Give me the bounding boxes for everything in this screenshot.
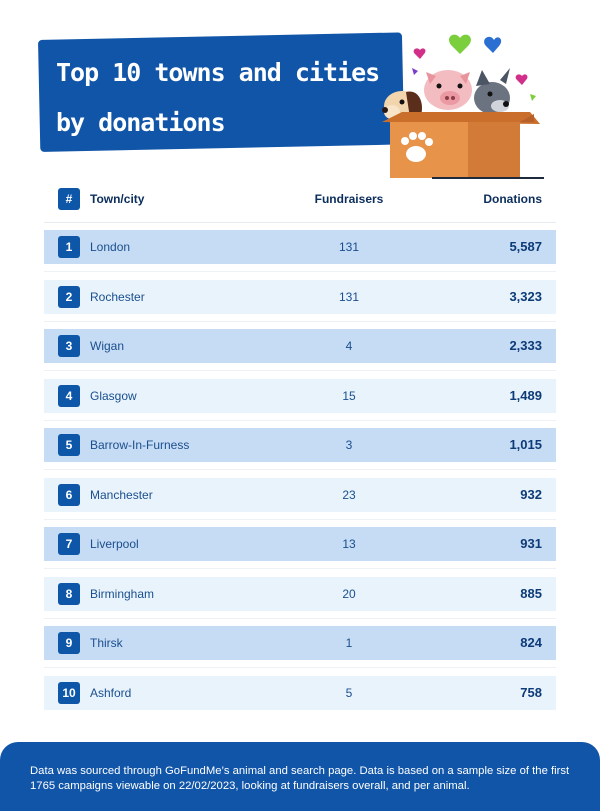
town-header: Town/city (90, 192, 145, 206)
fundraisers-count: 13 (342, 537, 356, 551)
town-name: Ashford (90, 686, 132, 700)
town-name: Thirsk (90, 636, 123, 650)
divider (44, 222, 556, 223)
row-divider (44, 271, 556, 272)
rank-badge: 7 (58, 533, 80, 555)
donations-value: 885 (520, 586, 542, 601)
rank-badge: 3 (58, 335, 80, 357)
table-row: 9 Thirsk 1 824 (44, 626, 556, 660)
footer: Data was sourced through GoFundMe’s anim… (0, 742, 600, 811)
donations-value: 1,489 (509, 388, 542, 403)
rank-badge: 8 (58, 583, 80, 605)
table-row: 2 Rochester 131 3,323 (44, 280, 556, 314)
heart-icon (515, 74, 528, 85)
row-divider (44, 420, 556, 421)
fundraisers-count: 3 (345, 438, 353, 452)
rank-badge: 9 (58, 632, 80, 654)
rank-badge: 4 (58, 385, 80, 407)
donations-value: 931 (520, 536, 542, 551)
donations-value: 2,333 (509, 338, 542, 353)
fundraisers-count: 15 (342, 389, 356, 403)
rank-header: # (58, 188, 80, 210)
town-name: Barrow-In-Furness (90, 438, 190, 452)
rank-badge: 5 (58, 434, 80, 456)
fundraisers-count: 4 (345, 339, 353, 353)
donations-value: 3,323 (509, 289, 542, 304)
heart-icon (413, 48, 426, 59)
fundraisers-count: 5 (345, 686, 353, 700)
fundraisers-header: Fundraisers (314, 192, 384, 206)
rank-badge: 10 (58, 682, 80, 704)
town-name: London (90, 240, 131, 254)
table-row: 5 Barrow-In-Furness 3 1,015 (44, 428, 556, 462)
row-divider (44, 667, 556, 668)
donations-header: Donations (483, 192, 542, 206)
donations-value: 824 (520, 635, 542, 650)
table-row: 10 Ashford 5 758 (44, 676, 556, 710)
town-name: Manchester (90, 488, 153, 502)
fundraisers-count: 20 (342, 587, 356, 601)
rank-badge: 2 (58, 286, 80, 308)
table-row: 3 Wigan 4 2,333 (44, 329, 556, 363)
rank-badge: 1 (58, 236, 80, 258)
table-row: 1 London 131 5,587 (44, 230, 556, 264)
table-row: 6 Manchester 23 932 (44, 478, 556, 512)
town-name: Liverpool (90, 537, 139, 551)
fundraisers-count: 23 (342, 488, 356, 502)
fundraisers-count: 1 (345, 636, 353, 650)
fundraisers-count: 131 (338, 290, 360, 304)
town-name: Wigan (90, 339, 125, 353)
donations-value: 758 (520, 685, 542, 700)
town-name: Birmingham (90, 587, 155, 601)
donations-value: 1,015 (509, 437, 542, 452)
donations-value: 932 (520, 487, 542, 502)
heart-icon (484, 36, 502, 53)
table-row: 7 Liverpool 13 931 (44, 527, 556, 561)
row-divider (44, 519, 556, 520)
row-divider (44, 370, 556, 371)
heart-icon (449, 34, 471, 54)
row-divider (44, 568, 556, 569)
row-divider (44, 321, 556, 322)
source-note: Data was sourced through GoFundMe’s anim… (30, 765, 570, 792)
table-header: # Town/city Fundraisers Donations (44, 182, 556, 216)
donations-value: 5,587 (509, 239, 542, 254)
rank-badge: 6 (58, 484, 80, 506)
animals-in-box-illustration (382, 34, 544, 179)
paw-icon (401, 132, 433, 162)
row-divider (44, 469, 556, 470)
table-row: 4 Glasgow 15 1,489 (44, 379, 556, 413)
table-row: 8 Birmingham 20 885 (44, 577, 556, 611)
town-name: Glasgow (90, 389, 137, 403)
heart-icon (530, 94, 536, 101)
heart-icon (412, 68, 418, 75)
fundraisers-count: 131 (338, 240, 360, 254)
row-divider (44, 618, 556, 619)
title-line-2: by donations (56, 108, 226, 137)
town-name: Rochester (90, 290, 145, 304)
title-line-1: Top 10 towns and cities (56, 58, 380, 87)
